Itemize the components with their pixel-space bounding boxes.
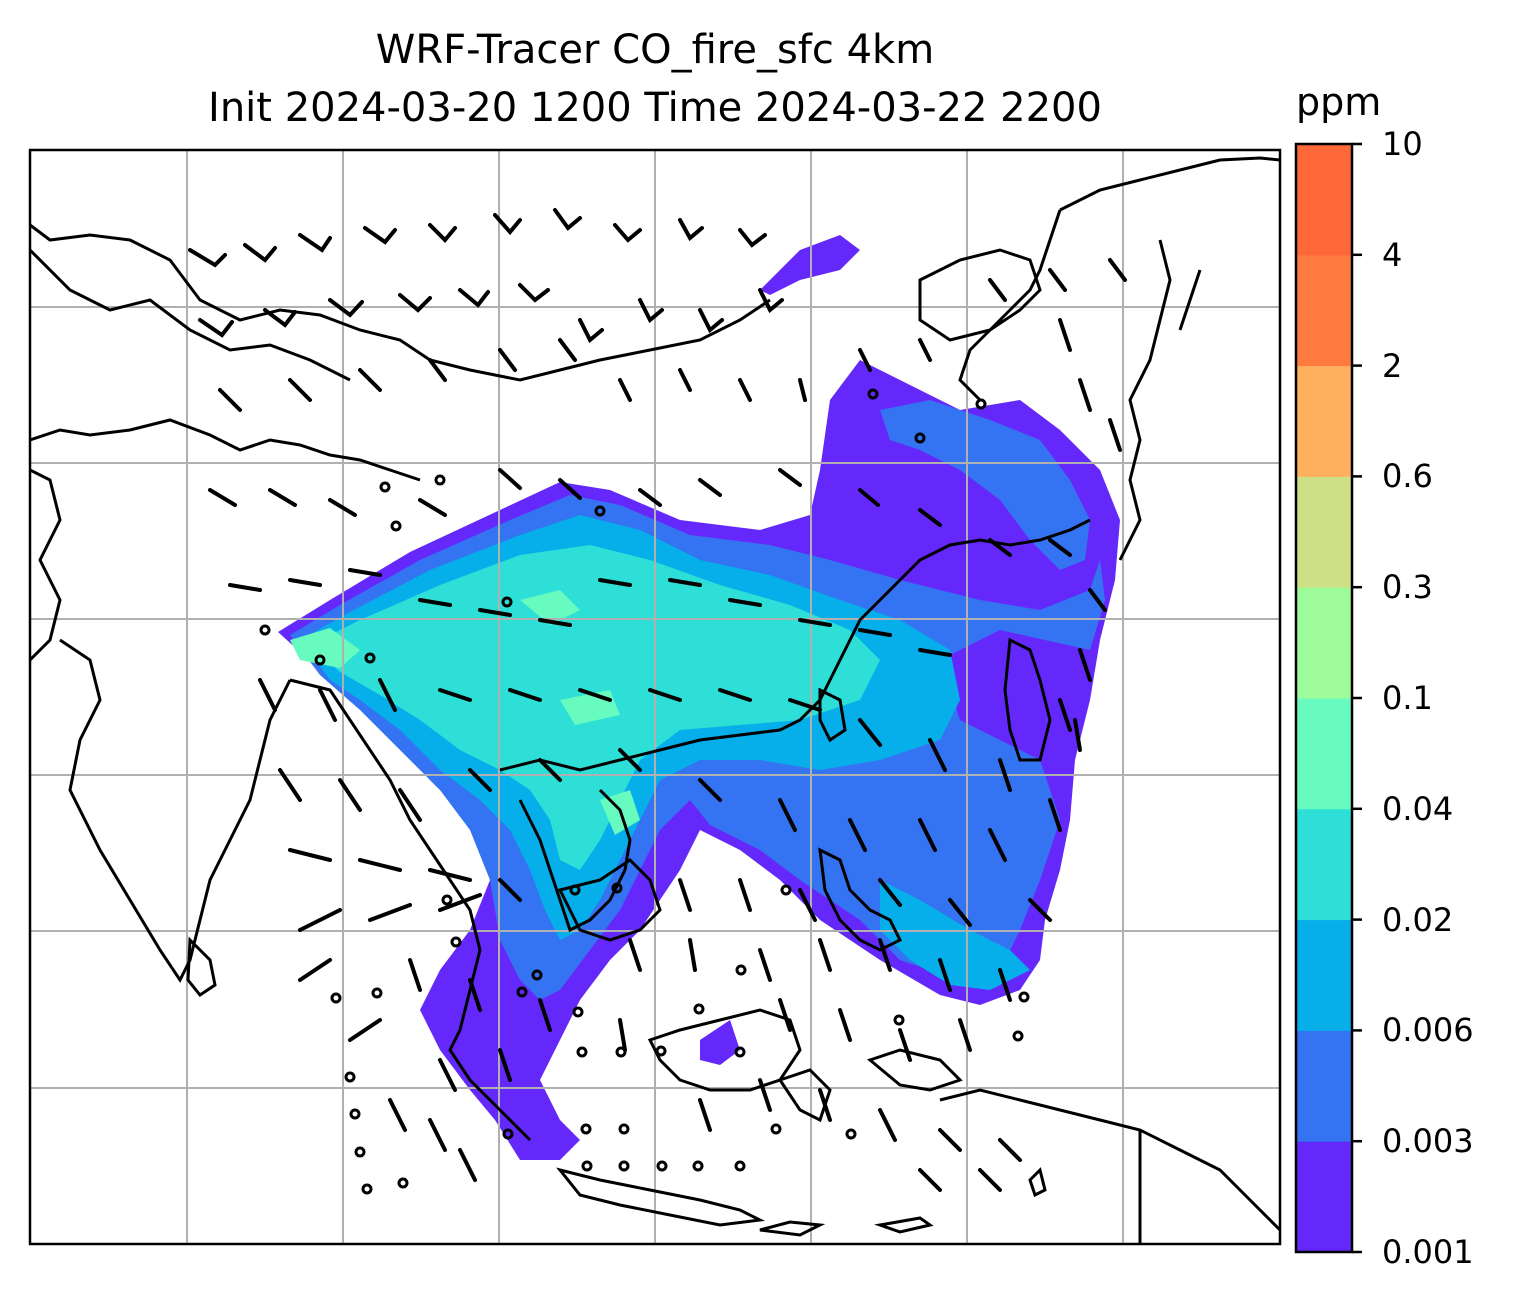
colorbar-segment: [1296, 144, 1352, 256]
plume-layer-0.003-ring: [880, 400, 1090, 570]
calm-markers: [259, 388, 1030, 1195]
chart-subtitle: Init 2024-03-20 1200 Time 2024-03-22 220…: [208, 85, 1102, 131]
colorbar-tick-label: 10: [1382, 125, 1423, 163]
colorbar-segment: [1296, 808, 1352, 921]
colorbar-segment: [1296, 698, 1352, 810]
colorbar-tick-label: 0.6: [1382, 457, 1433, 496]
colorbar-tick-label: 0.006: [1382, 1011, 1474, 1050]
wind-barbs: [188, 208, 1127, 1192]
colorbar-tick-label: 4: [1382, 235, 1403, 274]
colorbar-tick-label: 0.001: [1382, 1233, 1474, 1271]
colorbar-tick-marks: [1352, 142, 1362, 1254]
colorbar-tick-label: 0.02: [1382, 900, 1454, 939]
plume-layer-0.001-borneo: [700, 1020, 740, 1065]
plume-layer-0.006-sea: [880, 880, 1030, 990]
colorbar-tick-label: 2: [1382, 346, 1403, 385]
colorbar-segment: [1296, 1141, 1352, 1253]
colorbar-segment: [1296, 587, 1352, 699]
colorbar-segment: [1296, 1030, 1352, 1142]
colorbar-segment: [1296, 254, 1352, 367]
colorbar-tick-label: 0.003: [1382, 1122, 1474, 1161]
plume-layer-0.04-b: [520, 590, 580, 625]
colorbar-tick-label: 0.3: [1382, 568, 1433, 607]
colorbar-tick-label: 0.1: [1382, 679, 1433, 717]
colorbar-segment: [1296, 476, 1352, 588]
colorbar: [1296, 144, 1352, 1253]
chart-title: WRF-Tracer CO_fire_sfc 4km: [375, 27, 935, 73]
gridlines: [30, 150, 1280, 1244]
colorbar-tick-label: 0.04: [1382, 789, 1454, 828]
colorbar-segment: [1296, 919, 1352, 1031]
colorbar-unit-label: ppm: [1296, 80, 1382, 124]
map-frame: [28, 148, 1282, 1246]
colorbar-segment: [1296, 365, 1352, 477]
